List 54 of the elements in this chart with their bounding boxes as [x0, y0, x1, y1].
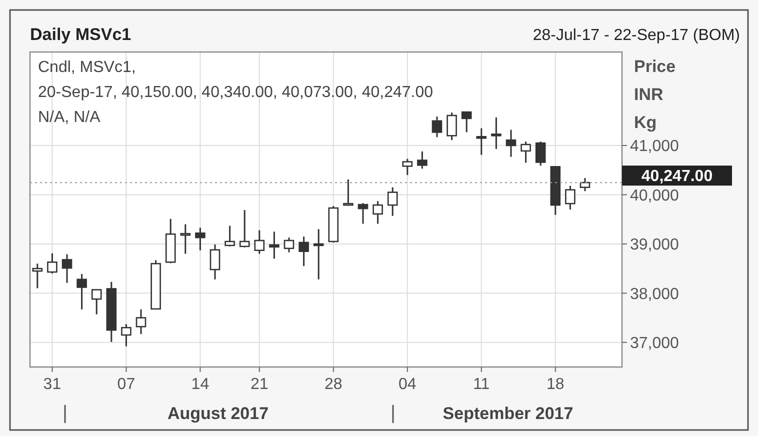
- candlestick: [136, 308, 146, 335]
- candlestick: [47, 252, 58, 274]
- x-tick-label: 18: [546, 376, 564, 393]
- annotation: 20-Sep-17, 40,150.00, 40,340.00, 40,073.00, 40,247.00: [38, 84, 434, 101]
- ref-line-label: 40,247.00: [641, 168, 713, 186]
- candlestick: [580, 177, 590, 192]
- candlestick: [254, 229, 265, 255]
- candlestick: [372, 200, 383, 225]
- candlestick: [417, 150, 428, 170]
- candlestick: [565, 185, 576, 210]
- candlestick: [446, 112, 457, 141]
- candlestick: [62, 254, 72, 284]
- candlestick: [121, 323, 132, 348]
- y-axis-title: Price INR Kg: [634, 57, 676, 132]
- candlestick: [313, 228, 324, 280]
- candlestick: [91, 288, 102, 316]
- candlestick: [402, 158, 413, 176]
- y-tick-label: 37,000: [630, 334, 680, 352]
- candlestick: [491, 116, 502, 150]
- x-tick-label: 28: [324, 376, 342, 393]
- annotation: N/A, N/A: [38, 109, 101, 126]
- candlestick: [343, 178, 354, 206]
- x-tick-label: 14: [191, 376, 210, 393]
- candlestick: [224, 224, 235, 248]
- x-tick-label: 21: [250, 376, 268, 393]
- x-tick-label: 07: [117, 376, 136, 393]
- candlestick: [180, 224, 191, 255]
- candlestick: [358, 202, 368, 225]
- candlestick: [461, 111, 472, 133]
- x-tick-label: 11: [473, 376, 490, 393]
- annotation: Cndl, MSVc1,: [38, 59, 136, 76]
- text: August 2017: [167, 404, 269, 423]
- candlestick: [476, 128, 487, 156]
- candlestick: [535, 140, 546, 166]
- candlestick: [239, 209, 250, 248]
- y-tick-label: 38,000: [630, 286, 680, 303]
- y-tick-label: 39,000: [630, 236, 680, 254]
- candlestick: [298, 236, 309, 267]
- x-tick-label: 31: [43, 376, 62, 393]
- candlestick: [210, 244, 220, 280]
- y-tick-label: 40,000: [630, 187, 680, 204]
- candlestick: [520, 140, 531, 164]
- text: September 2017: [442, 404, 574, 423]
- candlestick: [269, 230, 280, 260]
- x-tick-label: 04: [398, 376, 416, 393]
- text: 28-Jul-17 - 22-Sep-17 (BOM): [532, 27, 740, 44]
- candlestick: [387, 186, 398, 217]
- candlestick: [284, 236, 294, 254]
- candlestick: [432, 116, 442, 138]
- candlestick: [195, 226, 206, 252]
- y-tick-label: 41,000: [630, 138, 680, 156]
- chart-title: Daily MSVc1: [30, 25, 132, 44]
- candlestick: [506, 129, 516, 158]
- candlestick: [76, 273, 87, 310]
